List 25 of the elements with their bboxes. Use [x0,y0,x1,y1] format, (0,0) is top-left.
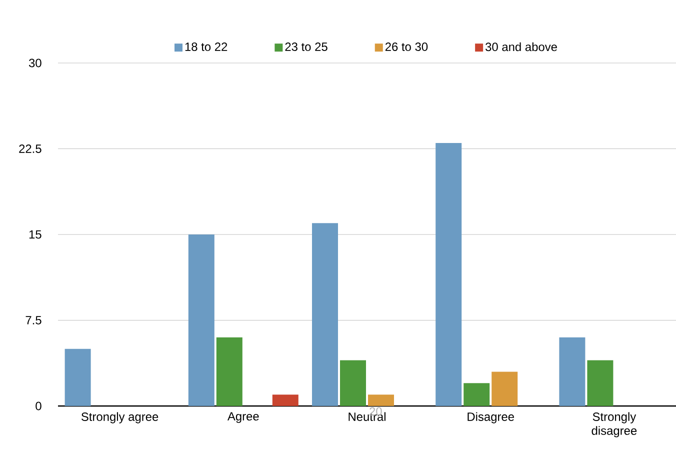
legend-label: 23 to 25 [285,42,328,51]
x-tick-label: Strongly agree [81,412,158,424]
bar [368,394,394,406]
bar [188,234,214,406]
y-tick-label: 0 [36,402,42,410]
x-tick-label: Agree [227,412,259,423]
bar [272,394,298,406]
bar [216,337,242,406]
x-tick-label: Strongly disagree [592,412,637,438]
bar [64,348,91,406]
bar [559,337,586,406]
y-tick-label: 22.5 [19,144,42,153]
legend-label: 26 to 30 [385,42,428,51]
bar [312,223,338,406]
y-tick-label: 7.5 [26,316,42,324]
legend-label: 18 to 22 [185,42,228,51]
y-tick-label: 15 [29,230,42,239]
y-tick-label: 30 [28,58,42,68]
bar [464,383,490,406]
x-tick-label: Disagree [468,412,514,424]
bar [340,360,366,406]
bar [587,360,614,406]
bar [492,372,518,406]
legend-label: 30 and above [486,42,557,52]
bar [436,143,462,406]
